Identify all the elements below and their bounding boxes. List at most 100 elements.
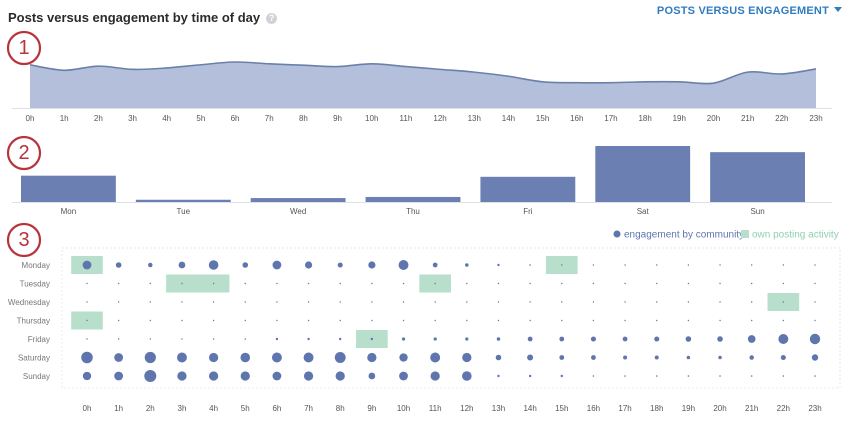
engagement-dot[interactable] <box>181 301 183 303</box>
engagement-dot[interactable] <box>685 336 692 342</box>
engagement-dot[interactable] <box>370 337 374 341</box>
engagement-dot[interactable] <box>307 337 310 341</box>
engagement-dot[interactable] <box>814 264 816 266</box>
engagement-dot[interactable] <box>717 336 723 342</box>
engagement-dot[interactable] <box>809 333 821 345</box>
engagement-dot[interactable] <box>656 264 658 266</box>
engagement-dot[interactable] <box>592 282 595 285</box>
engagement-dot[interactable] <box>780 354 786 361</box>
engagement-dot[interactable] <box>307 282 310 285</box>
engagement-dot[interactable] <box>371 319 373 322</box>
engagement-dot[interactable] <box>272 371 282 381</box>
engagement-dot[interactable] <box>559 336 565 342</box>
engagement-dot[interactable] <box>814 301 816 303</box>
engagement-dot[interactable] <box>719 319 721 322</box>
engagement-dot[interactable] <box>434 301 436 303</box>
engagement-dot[interactable] <box>624 319 626 322</box>
engagement-dot[interactable] <box>176 352 187 363</box>
engagement-dot[interactable] <box>181 319 183 322</box>
engagement-dot[interactable] <box>117 301 120 303</box>
engagement-dot[interactable] <box>561 264 563 266</box>
engagement-dot[interactable] <box>148 262 153 268</box>
engagement-dot[interactable] <box>432 262 438 268</box>
engagement-dot[interactable] <box>529 319 531 322</box>
engagement-dot[interactable] <box>466 301 468 303</box>
engagement-dot[interactable] <box>814 282 816 285</box>
engagement-dot[interactable] <box>782 375 785 377</box>
engagement-dot[interactable] <box>149 282 152 285</box>
engagement-dot[interactable] <box>208 260 219 270</box>
engagement-dot[interactable] <box>337 262 343 268</box>
engagement-dot[interactable] <box>339 319 341 322</box>
engagement-dot[interactable] <box>86 301 88 303</box>
engagement-dot[interactable] <box>462 371 472 381</box>
engagement-dot[interactable] <box>528 374 532 378</box>
chart-mode-dropdown[interactable]: POSTS VERSUS ENGAGEMENT <box>657 5 842 17</box>
engagement-dot[interactable] <box>814 319 816 322</box>
engagement-dot[interactable] <box>719 282 721 285</box>
engagement-dot[interactable] <box>747 335 756 343</box>
engagement-dot[interactable] <box>242 262 249 268</box>
engagement-dot[interactable] <box>149 319 152 322</box>
engagement-dot[interactable] <box>276 301 278 303</box>
engagement-dot[interactable] <box>114 371 124 381</box>
engagement-dot[interactable] <box>430 352 441 363</box>
engagement-dot[interactable] <box>402 319 405 322</box>
bar-thu[interactable] <box>365 196 461 202</box>
engagement-dot[interactable] <box>240 352 251 363</box>
engagement-dot[interactable] <box>276 282 278 285</box>
engagement-dot[interactable] <box>561 282 563 285</box>
engagement-dot[interactable] <box>367 352 377 363</box>
engagement-dot[interactable] <box>434 282 436 285</box>
engagement-dot[interactable] <box>719 375 721 377</box>
engagement-dot[interactable] <box>398 260 409 270</box>
engagement-dot[interactable] <box>686 355 691 360</box>
engagement-dot[interactable] <box>244 282 246 285</box>
engagement-dot[interactable] <box>623 355 628 360</box>
engagement-dot[interactable] <box>149 338 152 340</box>
engagement-dot[interactable] <box>402 282 405 285</box>
engagement-dot[interactable] <box>178 261 186 269</box>
engagement-dot[interactable] <box>497 263 500 267</box>
engagement-dot[interactable] <box>434 319 436 322</box>
engagement-dot[interactable] <box>655 375 658 377</box>
engagement-dot[interactable] <box>86 319 88 322</box>
engagement-dot[interactable] <box>371 301 373 303</box>
engagement-dot[interactable] <box>339 337 342 341</box>
engagement-dot[interactable] <box>181 338 183 340</box>
engagement-dot[interactable] <box>656 319 658 322</box>
engagement-dot[interactable] <box>334 352 346 363</box>
engagement-dot[interactable] <box>782 282 785 285</box>
engagement-dot[interactable] <box>466 282 468 285</box>
engagement-dot[interactable] <box>272 260 282 270</box>
engagement-dot[interactable] <box>307 301 310 303</box>
engagement-dot[interactable] <box>433 337 437 341</box>
bar-fri[interactable] <box>480 176 576 202</box>
engagement-dot[interactable] <box>371 282 373 285</box>
engagement-dot[interactable] <box>529 282 531 285</box>
engagement-dot[interactable] <box>82 260 92 270</box>
engagement-dot[interactable] <box>592 319 595 322</box>
engagement-dot[interactable] <box>495 354 502 361</box>
engagement-dot[interactable] <box>86 338 88 340</box>
engagement-dot[interactable] <box>750 301 753 303</box>
engagement-dot[interactable] <box>811 354 819 361</box>
engagement-dot[interactable] <box>462 352 472 363</box>
engagement-dot[interactable] <box>335 371 345 381</box>
engagement-dot[interactable] <box>561 319 563 322</box>
engagement-dot[interactable] <box>750 319 753 322</box>
engagement-dot[interactable] <box>782 319 785 322</box>
engagement-dot[interactable] <box>718 355 722 360</box>
engagement-dot[interactable] <box>687 375 690 377</box>
bar-tue[interactable] <box>135 199 231 202</box>
engagement-dot[interactable] <box>276 319 278 322</box>
engagement-dot[interactable] <box>719 264 721 266</box>
engagement-dot[interactable] <box>144 370 157 382</box>
engagement-dot[interactable] <box>303 371 314 381</box>
engagement-dot[interactable] <box>117 319 120 322</box>
engagement-dot[interactable] <box>687 301 690 303</box>
bar-wed[interactable] <box>250 198 346 202</box>
engagement-dot[interactable] <box>750 282 753 285</box>
engagement-dot[interactable] <box>561 301 563 303</box>
engagement-dot[interactable] <box>654 355 659 360</box>
